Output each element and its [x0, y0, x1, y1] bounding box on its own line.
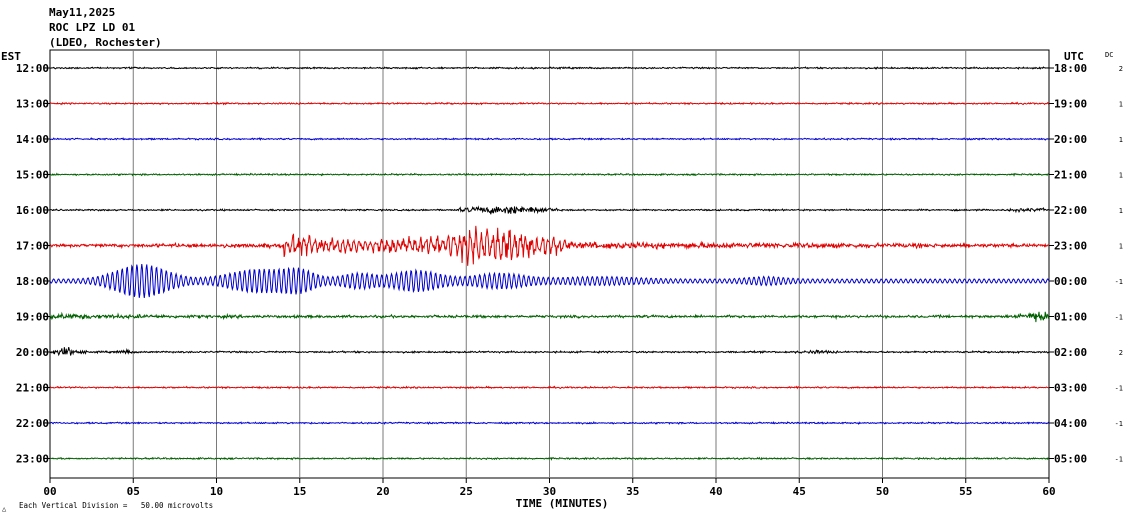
x-tick-label: 25: [460, 485, 473, 498]
station-name: ROC LPZ LD 01: [49, 21, 135, 34]
est-time-label: 17:00: [16, 240, 49, 253]
trace-line: [49, 172, 1050, 177]
x-tick-label: 55: [959, 485, 972, 498]
trace-line: [49, 385, 1050, 390]
x-tick-label: 05: [127, 485, 140, 498]
x-tick-label: 30: [543, 485, 556, 498]
trace-line: [49, 66, 1050, 71]
trace-line: [49, 136, 1050, 141]
trace-line: [49, 311, 1050, 323]
grid-lines: [132, 50, 967, 478]
dc-offset-label: 1: [1119, 243, 1123, 251]
utc-time-label: 21:00: [1054, 169, 1087, 182]
dc-offset-label: 1: [1119, 172, 1123, 180]
dc-offset-label: 2: [1119, 65, 1123, 73]
x-axis-ticks: 00 05 10 15 20 25 30 35 40 45 50 55 60: [43, 478, 1056, 498]
trace-line: [49, 205, 1050, 215]
est-time-label: 14:00: [16, 133, 49, 146]
utc-time-label: 00:00: [1054, 275, 1087, 288]
est-time-label: 16:00: [16, 204, 49, 217]
dc-header-label: DC: [1105, 51, 1113, 59]
x-tick-label: 35: [626, 485, 639, 498]
x-tick-label: 00: [43, 485, 56, 498]
dc-offset-label: -1: [1115, 420, 1123, 428]
dc-offset-label: -1: [1115, 456, 1123, 464]
utc-time-label: 05:00: [1054, 453, 1087, 466]
footer-mark-icon: △: [2, 505, 7, 513]
x-tick-label: 60: [1042, 485, 1055, 498]
est-time-label: 20:00: [16, 346, 49, 359]
est-time-label: 19:00: [16, 311, 49, 324]
dc-offset-label: -1: [1115, 314, 1123, 322]
trace-group: [49, 66, 1050, 461]
right-timezone-label: UTC: [1064, 50, 1084, 63]
est-time-label: 13:00: [16, 98, 49, 111]
utc-time-label: 19:00: [1054, 98, 1087, 111]
trace-line: [49, 347, 1050, 357]
trace-line: [49, 420, 1050, 425]
utc-time-label: 04:00: [1054, 417, 1087, 430]
utc-time-label: 18:00: [1054, 62, 1087, 75]
utc-time-label: 02:00: [1054, 346, 1087, 359]
utc-time-label: 22:00: [1054, 204, 1087, 217]
x-tick-label: 20: [376, 485, 389, 498]
utc-time-label: 20:00: [1054, 133, 1087, 146]
x-tick-label: 45: [793, 485, 806, 498]
utc-time-label: 01:00: [1054, 311, 1087, 324]
est-time-label: 18:00: [16, 275, 49, 288]
trace-line: [49, 225, 1050, 266]
est-time-label: 23:00: [16, 453, 49, 466]
row-labels: 12:00 18:00 213:00 19:00 114:00 20:00 115:00 21…: [16, 62, 1123, 466]
trace-line: [49, 263, 1050, 298]
trace-line: [49, 456, 1050, 461]
dc-offset-label: 2: [1119, 349, 1123, 357]
dc-offset-label: 1: [1119, 136, 1123, 144]
est-time-label: 15:00: [16, 169, 49, 182]
vertical-division-note: Each Vertical Division = 50.00 microvolt…: [19, 501, 213, 510]
dc-offset-label: 1: [1119, 207, 1123, 215]
trace-line: [49, 101, 1050, 106]
est-time-label: 21:00: [16, 382, 49, 395]
left-timezone-label: EST: [1, 50, 21, 63]
x-tick-label: 15: [293, 485, 306, 498]
x-tick-label: 50: [876, 485, 889, 498]
x-axis-title: TIME (MINUTES): [516, 497, 609, 510]
dc-offset-label: -1: [1115, 385, 1123, 393]
chart-date: May11,2025: [49, 6, 115, 19]
est-time-label: 22:00: [16, 417, 49, 430]
x-tick-label: 10: [210, 485, 223, 498]
x-tick-label: 40: [709, 485, 722, 498]
dc-offset-label: -1: [1115, 278, 1123, 286]
dc-offset-label: 1: [1119, 101, 1123, 109]
network-name: (LDEO, Rochester): [49, 36, 162, 49]
utc-time-label: 03:00: [1054, 382, 1087, 395]
est-time-label: 12:00: [16, 62, 49, 75]
utc-time-label: 23:00: [1054, 240, 1087, 253]
